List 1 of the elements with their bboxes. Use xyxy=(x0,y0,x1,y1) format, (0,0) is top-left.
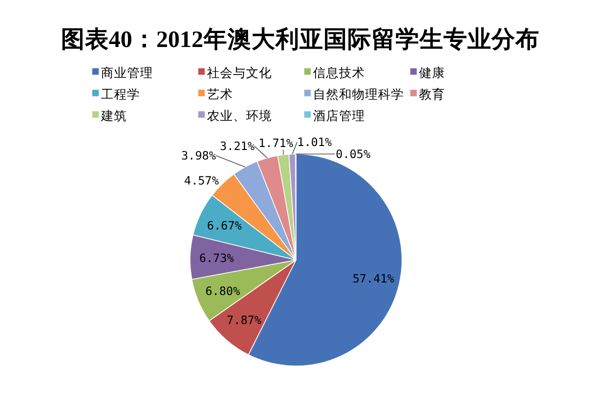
title: 图表40：2012年澳大利亚国际留学生专业分布 xyxy=(60,27,540,53)
